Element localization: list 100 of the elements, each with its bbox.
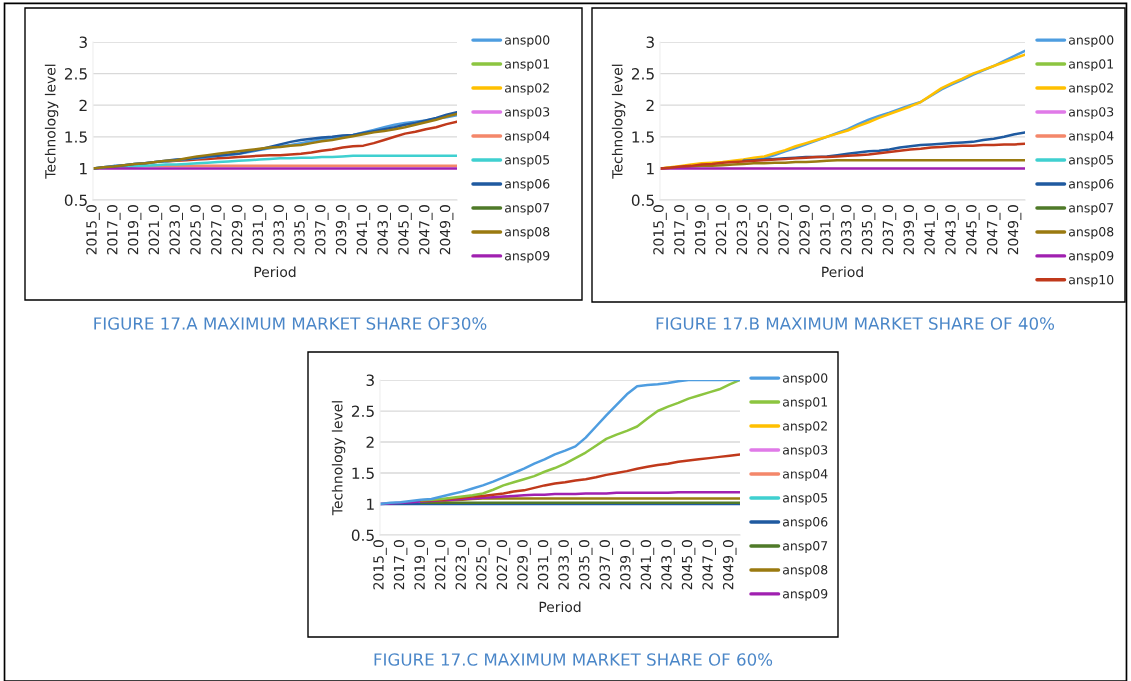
x-tick-label: 2027_0 bbox=[211, 205, 225, 255]
legend-label: ansp09 bbox=[783, 588, 828, 601]
legend-label: ansp05 bbox=[1069, 155, 1114, 167]
legend-label: ansp03 bbox=[505, 107, 550, 120]
x-tick-label: 2029_0 bbox=[799, 205, 813, 255]
text: FIGURE 17.C MAXIMUM MARKET SHARE OF 60% bbox=[374, 653, 773, 666]
x-tick-label: 2023_0 bbox=[736, 205, 751, 255]
text: FIGURE 17.A MAXIMUM MARKET SHARE OF30% bbox=[94, 317, 487, 330]
x-tick-label: 2037_0 bbox=[599, 540, 614, 590]
x-tick-label: 2031_0 bbox=[252, 205, 267, 255]
legend-label: ansp05 bbox=[783, 493, 828, 505]
x-tick-label: 2033_0 bbox=[840, 205, 855, 255]
x-tick-label: 2039_0 bbox=[620, 540, 634, 590]
legend-label: ansp01 bbox=[783, 397, 828, 410]
legend-label: ansp02 bbox=[505, 83, 549, 96]
x-tick-label: 2019_0 bbox=[414, 540, 428, 590]
legend-label: ansp00 bbox=[505, 35, 550, 48]
y-tick-label: 3 bbox=[366, 374, 374, 387]
y-tick-label: 1 bbox=[367, 498, 374, 510]
legend-label: ansp09 bbox=[505, 250, 550, 263]
x-tick-label: 2035_0 bbox=[294, 205, 308, 255]
legend-label: ansp08 bbox=[1069, 227, 1114, 239]
legend-label: ansp00 bbox=[1069, 35, 1114, 48]
y-tick-label: 1 bbox=[80, 163, 87, 175]
x-tick-label: 2023_0 bbox=[169, 205, 183, 255]
x-tick-label: 2045_0 bbox=[681, 540, 696, 590]
x-tick-label: 2033_0 bbox=[558, 540, 572, 590]
y-tick-label: 1.5 bbox=[65, 131, 87, 143]
legend-label: ansp06 bbox=[1069, 179, 1114, 191]
legend-label: ansp06 bbox=[505, 179, 550, 191]
y-tick-label: 2 bbox=[366, 436, 374, 448]
x-tick-label: 2021_0 bbox=[148, 205, 163, 255]
x-tick-label: 2043_0 bbox=[377, 205, 391, 255]
y-tick-label: 2 bbox=[79, 99, 87, 111]
x-tick-label: 2047_0 bbox=[986, 205, 1001, 255]
y-tick-label: 3 bbox=[79, 36, 87, 49]
y-tick-label: 1.5 bbox=[352, 467, 374, 480]
legend-label: ansp07 bbox=[505, 203, 550, 215]
x-tick-label: 2023_0 bbox=[455, 540, 470, 590]
x-tick-label: 2041_0 bbox=[924, 205, 938, 255]
x-tick-label: 2027_0 bbox=[496, 540, 511, 590]
x-tick-label: 2015_0 bbox=[653, 205, 667, 255]
legend-label: ansp03 bbox=[783, 445, 828, 458]
y-axis-title: Technology level bbox=[611, 64, 626, 179]
x-tick-label: 2041_0 bbox=[356, 205, 371, 255]
x-tick-label: 2039_0 bbox=[335, 205, 350, 255]
x-tick-label: 2039_0 bbox=[903, 205, 918, 255]
x-tick-label: 2031_0 bbox=[537, 540, 552, 590]
legend-label: ansp09 bbox=[1069, 250, 1114, 263]
x-tick-label: 2025_0 bbox=[190, 205, 204, 255]
x-tick-label: 2015_0 bbox=[86, 205, 100, 255]
x-axis-title: Period bbox=[539, 601, 581, 613]
x-tick-label: 2035_0 bbox=[861, 205, 876, 255]
x-tick-label: 2049_0 bbox=[439, 205, 454, 255]
x-tick-label: 2017_0 bbox=[393, 540, 408, 590]
x-tick-label: 2025_0 bbox=[757, 205, 772, 255]
legend-label: ansp08 bbox=[505, 227, 550, 239]
x-tick-label: 2027_0 bbox=[778, 205, 792, 255]
x-tick-label: 2045_0 bbox=[398, 205, 412, 255]
x-tick-label: 2025_0 bbox=[476, 540, 490, 590]
legend-label: ansp01 bbox=[505, 59, 550, 72]
x-tick-label: 2017_0 bbox=[107, 205, 121, 255]
x-tick-label: 2029_0 bbox=[231, 205, 246, 255]
x-tick-label: 2037_0 bbox=[315, 205, 329, 255]
x-tick-label: 2049_0 bbox=[1007, 205, 1022, 255]
x-axis-title: Period bbox=[822, 266, 863, 278]
x-tick-label: 2019_0 bbox=[694, 205, 709, 255]
legend-label: ansp01 bbox=[1069, 59, 1114, 72]
y-tick-label: 3 bbox=[646, 36, 654, 49]
x-tick-label: 2019_0 bbox=[127, 205, 142, 255]
y-axis-title: Technology level bbox=[331, 401, 346, 516]
x-tick-label: 2017_0 bbox=[674, 205, 688, 255]
legend-label: ansp07 bbox=[783, 541, 828, 553]
y-tick-label: 2.5 bbox=[631, 68, 654, 80]
x-tick-label: 2041_0 bbox=[640, 540, 655, 590]
y-tick-label: 1 bbox=[647, 163, 654, 175]
x-tick-label: 2015_0 bbox=[373, 540, 387, 590]
legend-label: ansp04 bbox=[505, 131, 550, 143]
x-tick-label: 2033_0 bbox=[273, 205, 287, 255]
text: FIGURE 17.B MAXIMUM MARKET SHARE OF 40% bbox=[656, 317, 1055, 330]
y-tick-label: 1.5 bbox=[632, 131, 654, 143]
legend-label: ansp06 bbox=[783, 517, 828, 529]
legend-label: ansp07 bbox=[1069, 203, 1114, 215]
y-tick-label: 0.5 bbox=[64, 194, 87, 207]
x-tick-label: 2029_0 bbox=[517, 540, 531, 590]
x-tick-label: 2043_0 bbox=[945, 205, 959, 255]
legend-label: ansp02 bbox=[783, 421, 827, 434]
legend-label: ansp03 bbox=[1069, 107, 1114, 120]
legend-label: ansp02 bbox=[1069, 83, 1113, 96]
x-tick-label: 2047_0 bbox=[702, 540, 716, 590]
legend-label: ansp04 bbox=[783, 469, 828, 481]
x-tick-label: 2047_0 bbox=[419, 205, 433, 255]
x-tick-label: 2021_0 bbox=[434, 540, 449, 590]
legend-label: ansp08 bbox=[783, 565, 828, 577]
legend-label: ansp05 bbox=[505, 155, 550, 167]
x-tick-label: 2021_0 bbox=[715, 205, 730, 255]
x-tick-label: 2031_0 bbox=[820, 205, 834, 255]
y-tick-label: 0.5 bbox=[631, 194, 654, 207]
y-tick-label: 2.5 bbox=[64, 68, 87, 80]
x-tick-label: 2045_0 bbox=[966, 205, 980, 255]
